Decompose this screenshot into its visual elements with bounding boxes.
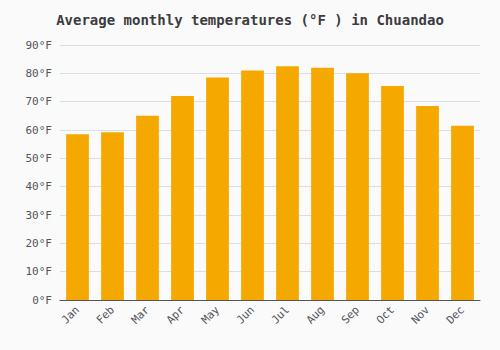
svg-text:70°F: 70°F (26, 95, 53, 108)
svg-text:Dec: Dec (444, 303, 467, 326)
svg-text:Mar: Mar (129, 303, 152, 326)
svg-text:May: May (199, 303, 222, 326)
svg-text:Feb: Feb (94, 303, 117, 326)
svg-text:Aug: Aug (304, 303, 327, 326)
svg-text:50°F: 50°F (26, 152, 53, 165)
svg-text:90°F: 90°F (26, 39, 53, 52)
svg-text:20°F: 20°F (26, 237, 53, 250)
svg-text:0°F: 0°F (32, 294, 52, 307)
svg-text:Jul: Jul (269, 303, 292, 326)
svg-text:Apr: Apr (164, 303, 187, 326)
svg-text:Jan: Jan (59, 303, 82, 326)
svg-text:Jun: Jun (234, 303, 257, 326)
svg-text:10°F: 10°F (26, 265, 53, 278)
svg-text:60°F: 60°F (26, 124, 53, 137)
svg-text:Oct: Oct (374, 303, 397, 326)
svg-text:Sep: Sep (339, 303, 362, 326)
svg-text:30°F: 30°F (26, 209, 53, 222)
svg-text:Average monthly temperatures (: Average monthly temperatures (°F ) in Ch… (56, 12, 444, 28)
svg-text:40°F: 40°F (26, 180, 53, 193)
svg-text:80°F: 80°F (26, 67, 53, 80)
svg-text:Nov: Nov (409, 303, 432, 326)
